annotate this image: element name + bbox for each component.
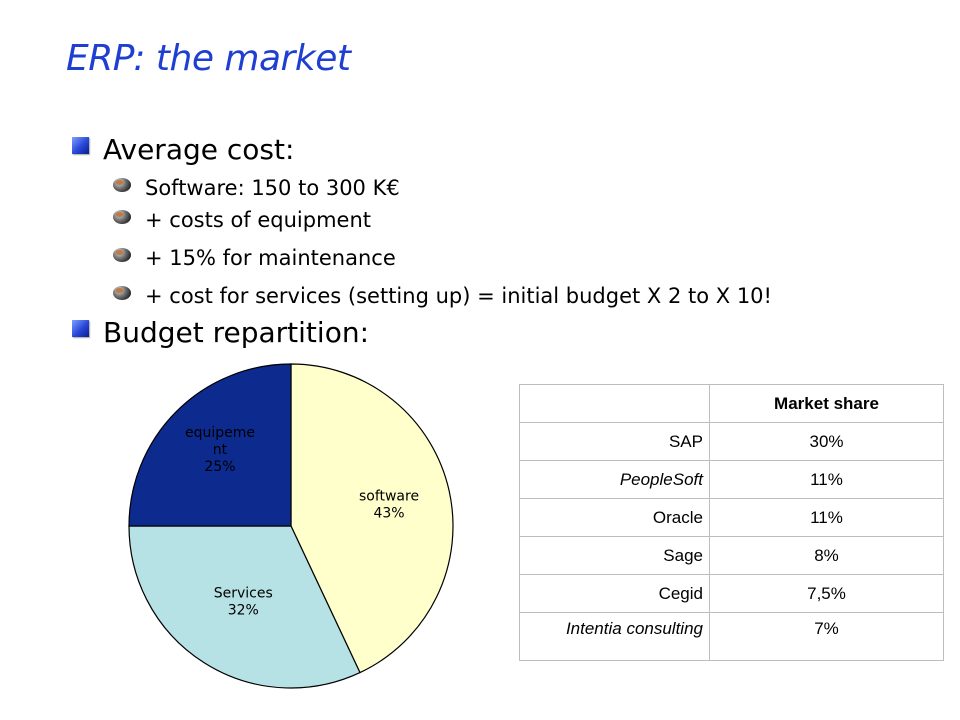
- market-share-table: Market share SAP 30% PeopleSoft 11% Orac…: [519, 384, 944, 661]
- ball-bullet-icon: [113, 210, 131, 224]
- table-header-row: Market share: [519, 384, 944, 423]
- sub-bullet-label: + costs of equipment: [145, 208, 372, 232]
- square-bullet-icon: [72, 320, 89, 337]
- table-row: Intentia consulting 7%: [519, 612, 944, 661]
- pie-label-services: Services 32%: [214, 586, 273, 619]
- square-bullet-icon: [72, 137, 89, 154]
- share-cell: 30%: [709, 422, 944, 461]
- sub-bullet-label: Software: 150 to 300 K€: [145, 176, 400, 200]
- slide-title: ERP: the market: [66, 38, 351, 79]
- company-cell: Sage: [519, 536, 710, 575]
- header-cell-market-share: Market share: [709, 384, 944, 423]
- share-cell: 11%: [709, 498, 944, 537]
- share-cell: 7,5%: [709, 574, 944, 613]
- pie-label-equipement: equipeme nt 25%: [185, 425, 255, 475]
- table-row: PeopleSoft 11%: [519, 460, 944, 499]
- pie-slice-equipement: [128, 363, 292, 527]
- table-row: Oracle 11%: [519, 498, 944, 537]
- sub-bullet-services: + cost for services (setting up) = initi…: [113, 284, 772, 308]
- ball-bullet-icon: [113, 178, 131, 192]
- sub-bullet-software: Software: 150 to 300 K€: [113, 176, 400, 200]
- bullet-budget-repartition: Budget repartition:: [72, 316, 369, 349]
- table-row: SAP 30%: [519, 422, 944, 461]
- sub-bullet-equipment: + costs of equipment: [113, 208, 371, 232]
- sub-bullet-label: + cost for services (setting up) = initi…: [145, 284, 772, 308]
- header-cell-company: [519, 384, 710, 423]
- company-cell: PeopleSoft: [519, 460, 710, 499]
- company-cell: Intentia consulting: [519, 612, 710, 661]
- sub-bullet-maintenance: + 15% for maintenance: [113, 246, 396, 270]
- share-cell: 11%: [709, 460, 944, 499]
- share-cell: 8%: [709, 536, 944, 575]
- bullet-label: Average cost:: [103, 133, 295, 166]
- table-row: Cegid 7,5%: [519, 574, 944, 613]
- bullet-label: Budget repartition:: [103, 316, 369, 349]
- pie-slice-software: [290, 363, 454, 674]
- company-cell: Cegid: [519, 574, 710, 613]
- company-cell: Oracle: [519, 498, 710, 537]
- sub-bullet-label: + 15% for maintenance: [145, 246, 396, 270]
- bullet-average-cost: Average cost:: [72, 133, 294, 166]
- share-cell: 7%: [709, 612, 944, 661]
- budget-pie-chart: software 43% Services 32% equipeme nt 25%: [128, 363, 454, 689]
- ball-bullet-icon: [113, 286, 131, 300]
- company-cell: SAP: [519, 422, 710, 461]
- pie-slice-services: [128, 525, 361, 689]
- ball-bullet-icon: [113, 248, 131, 262]
- table-row: Sage 8%: [519, 536, 944, 575]
- pie-label-software: software 43%: [359, 489, 419, 522]
